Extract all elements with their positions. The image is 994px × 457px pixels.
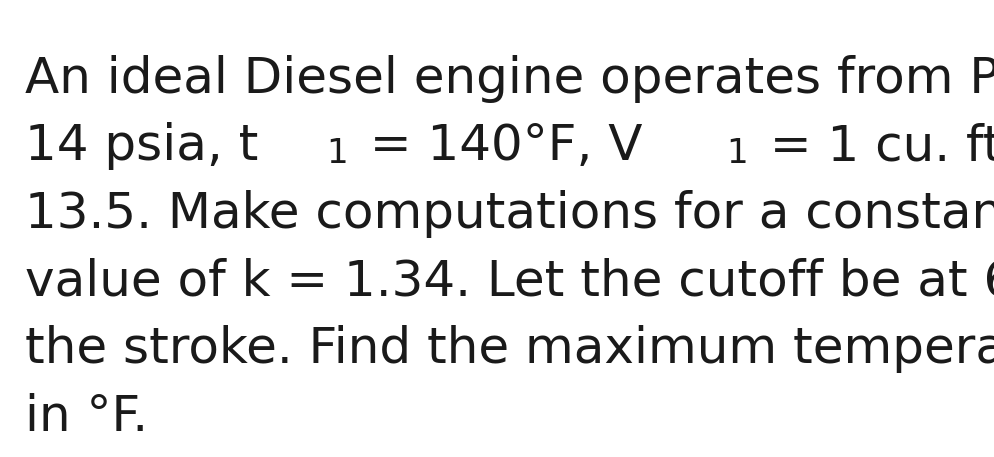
Text: the stroke. Find the maximum temperature: the stroke. Find the maximum temperature — [25, 325, 994, 373]
Text: 13.5. Make computations for a constant: 13.5. Make computations for a constant — [25, 190, 994, 238]
Text: = 1 cu. ft. with r =: = 1 cu. ft. with r = — [754, 122, 994, 170]
Text: in °F.: in °F. — [25, 393, 148, 441]
Text: 14 psia, t: 14 psia, t — [25, 122, 258, 170]
Text: value of k = 1.34. Let the cutoff be at 6% of: value of k = 1.34. Let the cutoff be at … — [25, 258, 994, 306]
Text: = 140°F, V: = 140°F, V — [354, 122, 642, 170]
Text: An ideal Diesel engine operates from P: An ideal Diesel engine operates from P — [25, 55, 994, 103]
Text: 1: 1 — [326, 137, 348, 170]
Text: 1: 1 — [727, 137, 747, 170]
